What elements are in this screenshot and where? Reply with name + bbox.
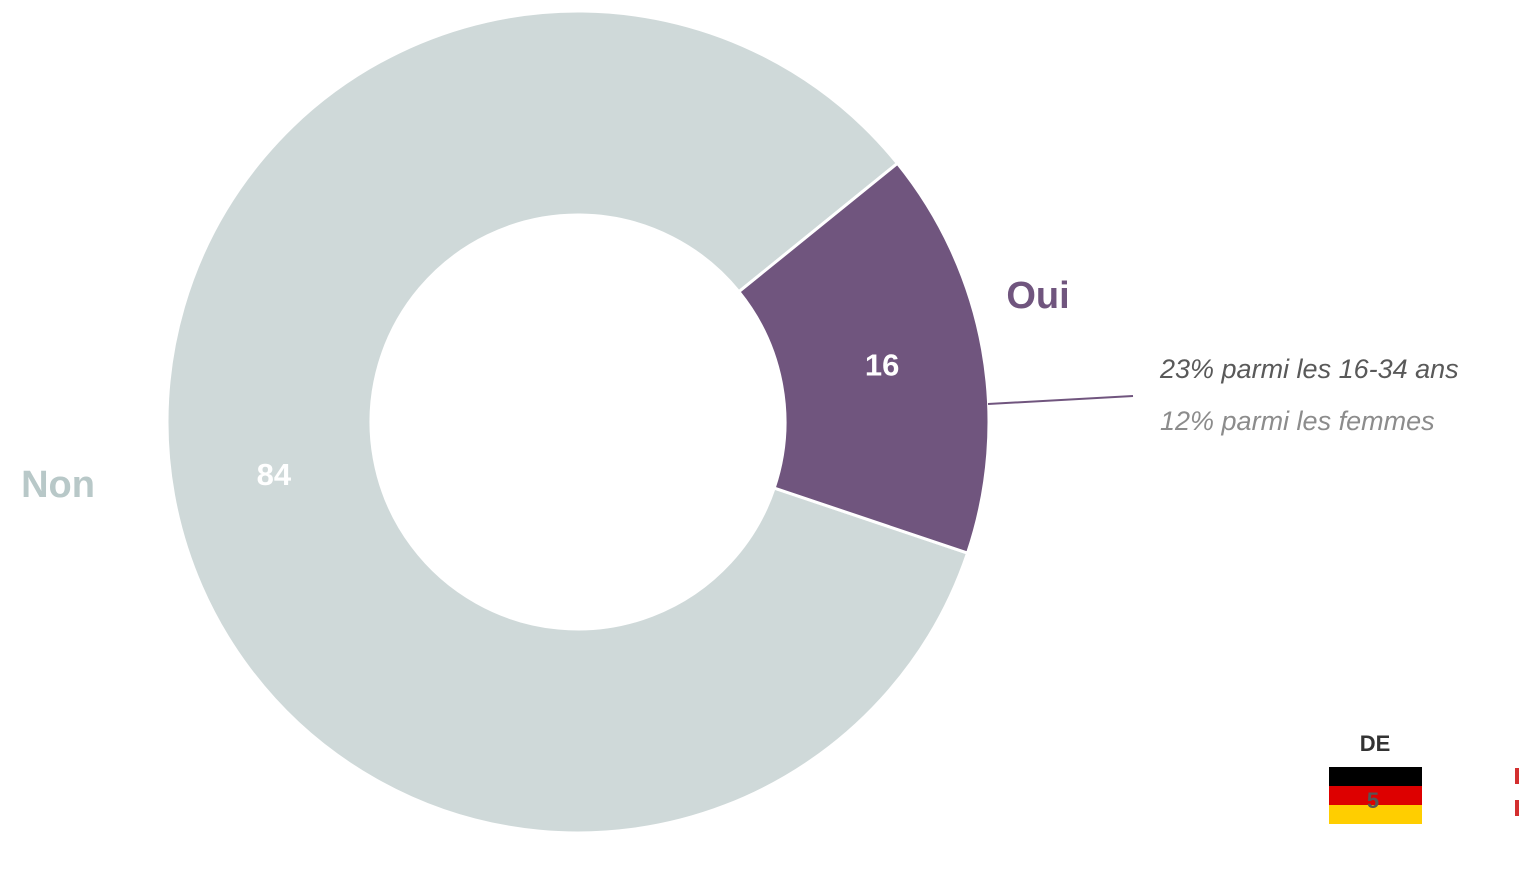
category-label: Non	[21, 464, 95, 506]
donut-slice	[736, 161, 991, 555]
partial-flag	[1515, 800, 1519, 816]
data-label: 16	[865, 347, 899, 382]
badge-label: DE	[1360, 731, 1391, 756]
data-label: 84	[257, 457, 292, 492]
annotation: 23% parmi les 16-34 ans	[1159, 354, 1459, 384]
badge-value: 5	[1367, 788, 1379, 813]
category-label: Oui	[1006, 275, 1069, 317]
donut-slice	[165, 9, 970, 835]
flag-stripe	[1329, 786, 1422, 805]
flag-stripe	[1329, 805, 1422, 824]
badge: DE 5	[1329, 731, 1519, 824]
donut: 84 Non 16 Oui	[21, 9, 1070, 835]
leader-line	[987, 395, 1134, 405]
flag-stripe	[1329, 767, 1422, 786]
annotation: 12% parmi les femmes	[1160, 406, 1435, 436]
partial-flag	[1515, 768, 1519, 784]
